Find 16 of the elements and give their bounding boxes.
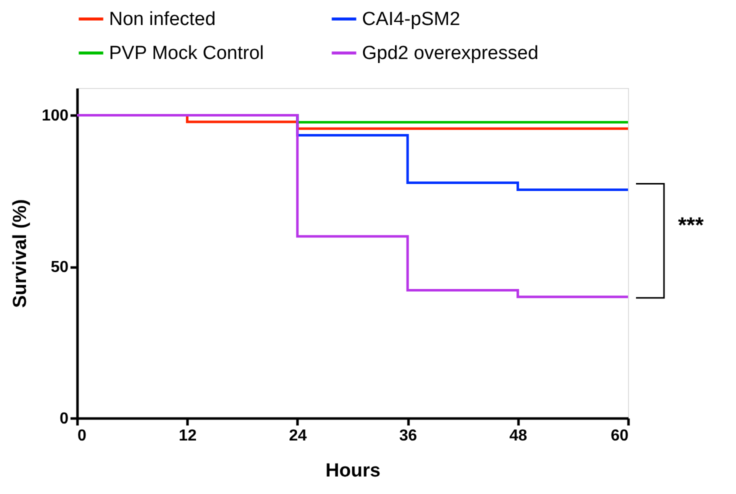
x-tick-label: 60: [610, 428, 629, 444]
x-axis-title: Hours: [326, 460, 380, 482]
x-tick-label: 36: [399, 428, 418, 444]
y-tick-label: 100: [42, 108, 69, 125]
x-tick-label: 48: [509, 428, 528, 444]
y-tick-label: 0: [60, 410, 69, 428]
x-tick-label: 12: [178, 428, 197, 444]
legend-label: Gpd2 overexpressed: [362, 43, 538, 64]
y-axis-title: Survival (%): [10, 199, 31, 308]
x-tick-label: 0: [78, 428, 86, 444]
x-tick-label: 24: [289, 428, 307, 444]
y-tick-label: 50: [50, 259, 69, 276]
legend-label: Non infected: [109, 9, 216, 30]
text: ***: [678, 212, 704, 238]
legend-label: CAI4-pSM2: [362, 9, 460, 30]
legend-label: PVP Mock Control: [109, 43, 264, 64]
